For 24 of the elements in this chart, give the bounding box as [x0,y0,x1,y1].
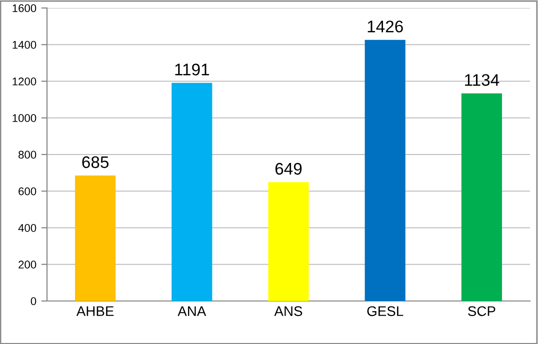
x-tick-label: ANA [178,306,206,316]
x-tick-label: AHBE [76,306,114,316]
bar [364,40,406,301]
data-label: 1426 [368,20,403,32]
data-label: 685 [82,156,109,168]
y-tick-label: 1600 [12,4,36,12]
x-tick-label: SCP [468,306,496,316]
y-tick-label: 200 [18,260,36,269]
y-tick-label: 1000 [12,114,36,122]
bar [268,182,309,301]
data-label: 1134 [465,74,500,86]
y-tick-label: 1400 [12,40,36,49]
bar [75,176,116,301]
y-tick-label: 600 [18,187,36,196]
bar [172,82,212,301]
data-label: 649 [275,162,302,175]
y-tick-label: 0 [30,297,36,306]
x-tick-label: GESL [367,306,404,316]
y-tick-label: 1200 [12,78,36,86]
x-tick-label: ANS [274,306,302,316]
bar [461,93,502,301]
y-tick-label: 800 [18,150,36,159]
y-tick-label: 400 [18,224,36,232]
data-label: 1191 [175,64,210,76]
